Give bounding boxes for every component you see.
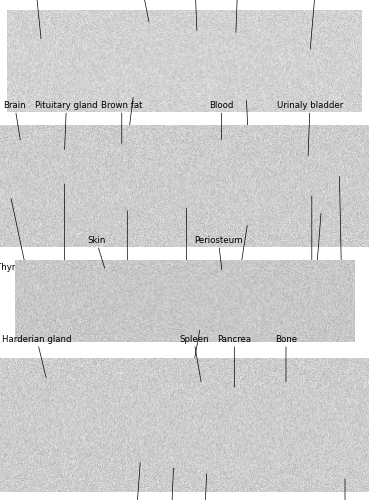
Text: Gastic: Gastic — [191, 474, 218, 500]
Text: Eyeball: Eyeball — [20, 0, 51, 38]
Text: Adrenal gland: Adrenal gland — [112, 0, 172, 22]
Text: Heart: Heart — [124, 463, 149, 500]
Text: Intestinal contents: Intestinal contents — [208, 100, 289, 144]
Text: Stomach: Stomach — [168, 208, 205, 272]
Text: Bonebarrow: Bonebarrow — [167, 330, 219, 372]
Text: Pituitary gland: Pituitary gland — [35, 102, 98, 150]
Text: Skeletal muscle: Skeletal muscle — [282, 0, 349, 49]
Text: Fat: Fat — [306, 196, 318, 272]
Text: Kidney: Kidney — [180, 0, 210, 30]
Text: Live: Live — [163, 468, 180, 500]
Text: Pancrea: Pancrea — [217, 335, 251, 387]
Text: Periosteum: Periosteum — [194, 236, 243, 270]
Text: Lung: Lung — [117, 97, 138, 144]
Text: Brain: Brain — [3, 102, 26, 140]
Text: Testis: Testis — [333, 479, 357, 500]
Text: Urine in bladder: Urine in bladder — [203, 226, 273, 288]
Text: Blood: Blood — [209, 102, 234, 140]
Text: Spleen: Spleen — [179, 335, 208, 382]
Text: Skin: Skin — [87, 236, 106, 268]
Text: Thymus: Thymus — [110, 211, 144, 272]
Text: Brown fat: Brown fat — [101, 102, 142, 143]
Text: Urinaly bladder: Urinaly bladder — [277, 102, 343, 156]
Text: Intestine: Intestine — [219, 0, 256, 32]
Text: Harderian gland: Harderian gland — [2, 335, 72, 378]
Text: Bone: Bone — [275, 335, 297, 382]
Text: Prostate gland: Prostate gland — [284, 213, 346, 288]
Text: Thyroid gland: Thyroid gland — [0, 198, 55, 272]
Text: Mandibular gland: Mandibular gland — [27, 184, 102, 272]
Text: Testis: Testis — [330, 176, 353, 272]
